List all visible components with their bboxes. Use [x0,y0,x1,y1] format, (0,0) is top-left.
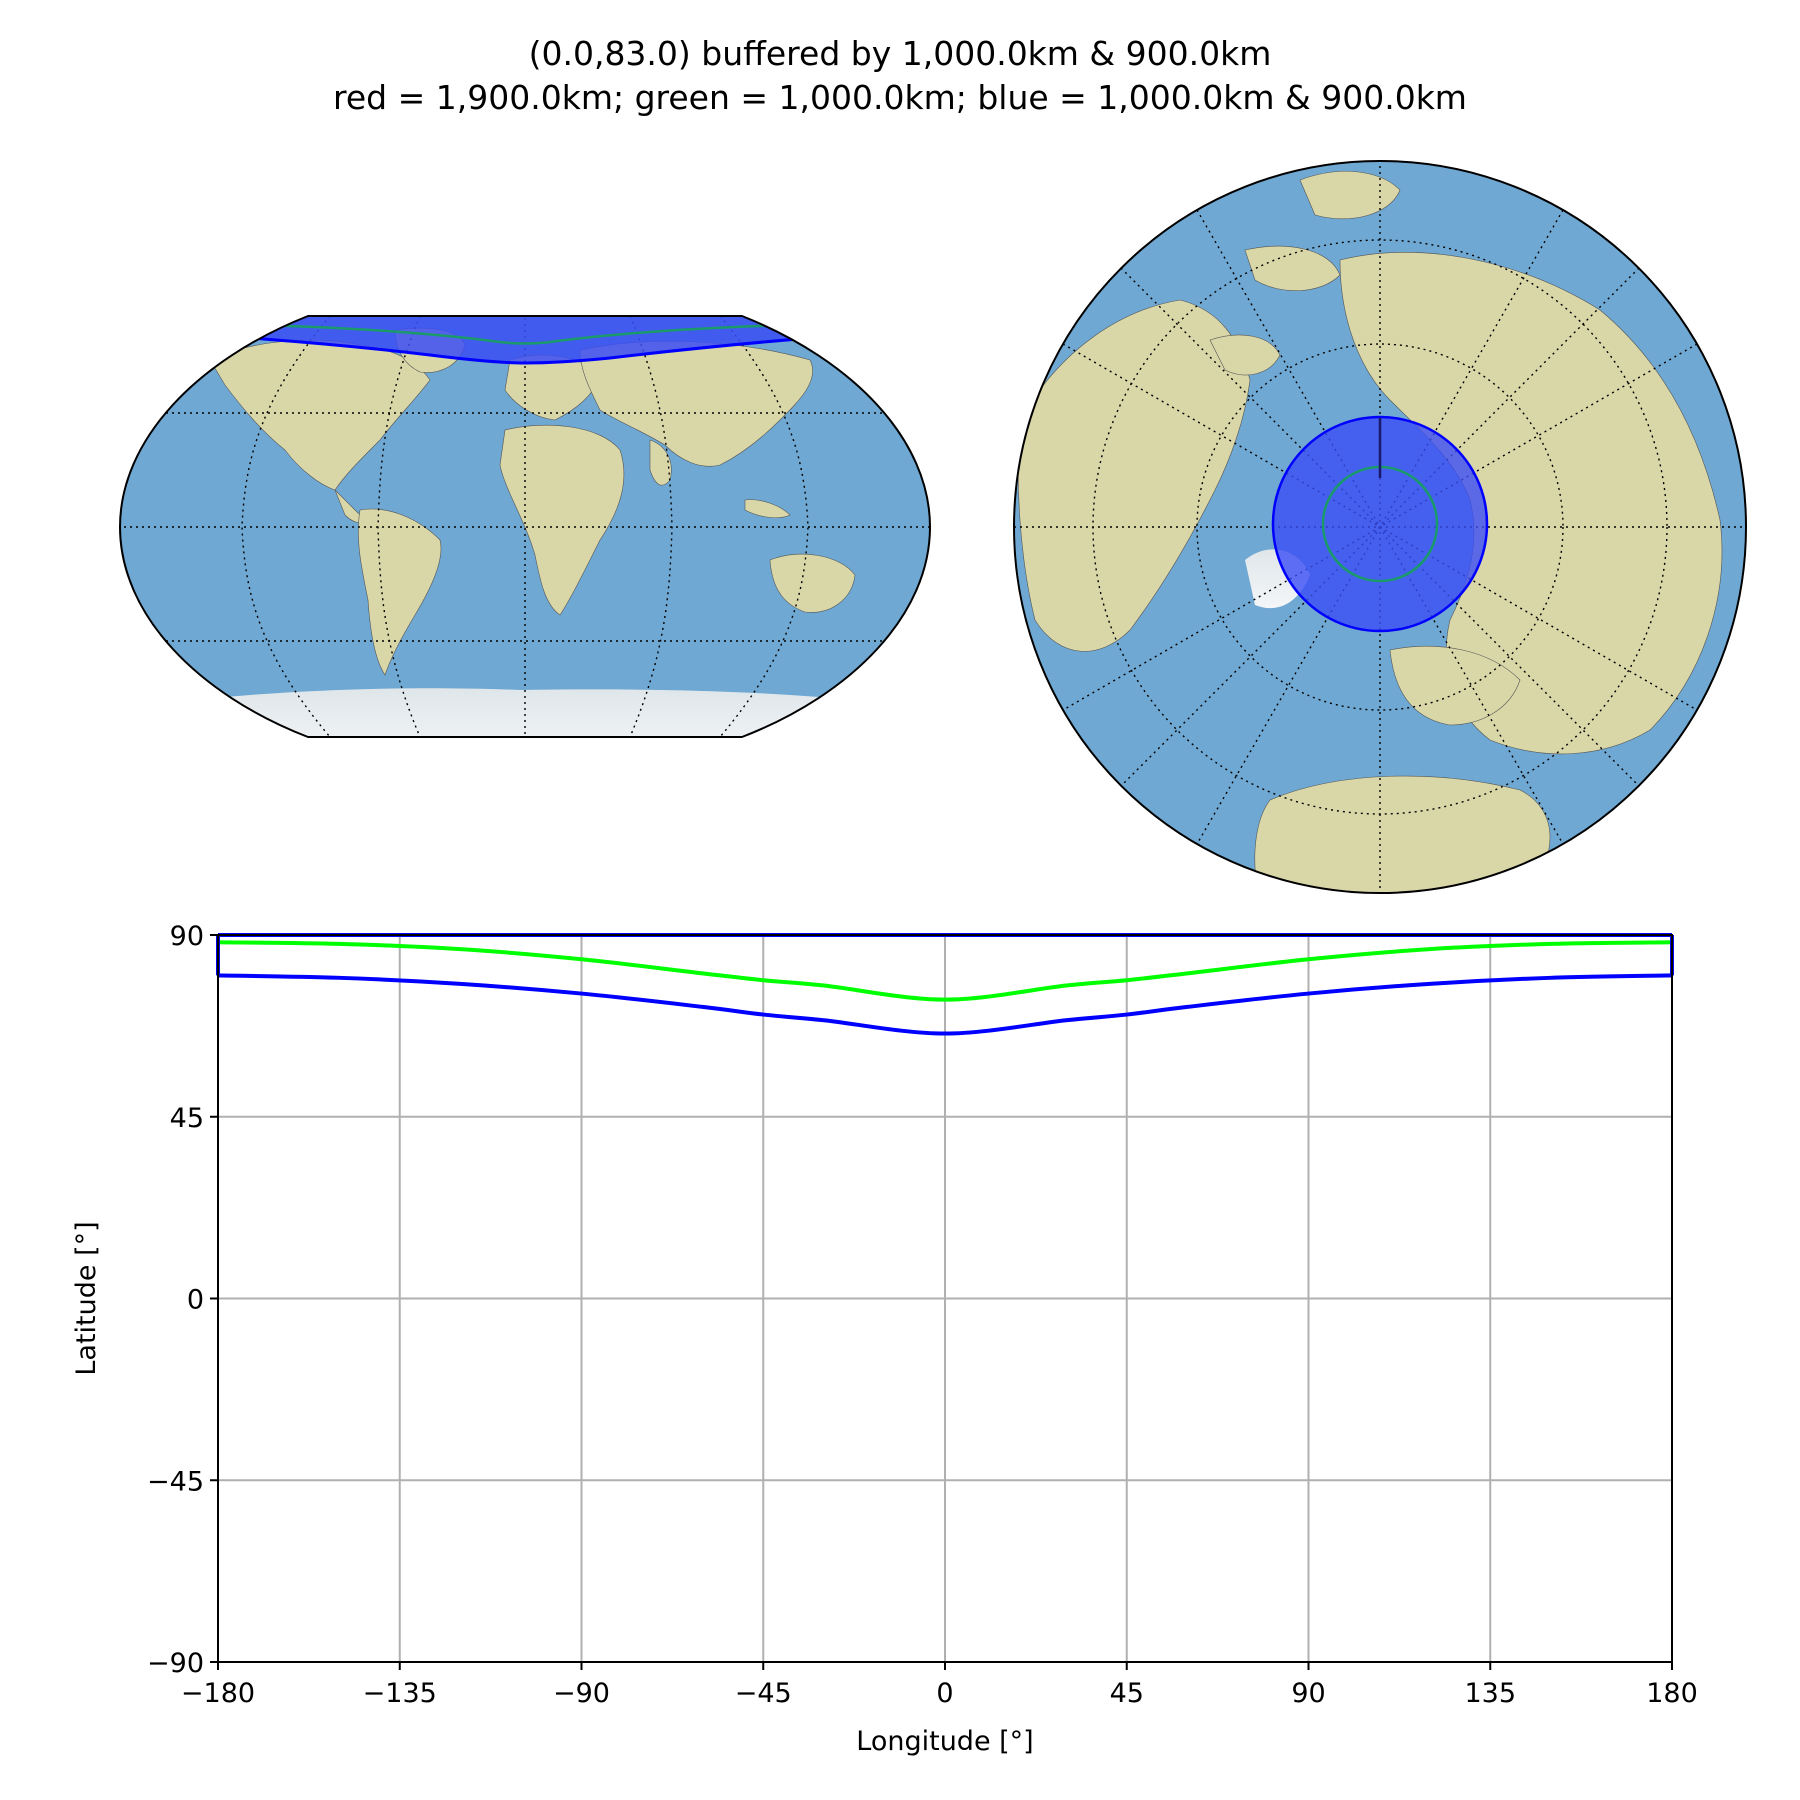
y-axis-label: Latitude [°] [71,1221,102,1375]
x-tick-label: −180 [181,1678,255,1709]
robinson-buffer-region [120,316,930,365]
x-tick-label: −90 [553,1678,610,1709]
robinson-frame [118,315,932,738]
y-tick-label: −90 [147,1648,204,1679]
x-tick-label: 180 [1646,1678,1698,1709]
orthographic-map [1013,160,1747,894]
orthographic-land [1017,171,1723,893]
robinson-green-buffer [259,323,791,345]
y-tick-label: 0 [187,1285,204,1316]
chart-grid [217,934,1673,1663]
x-tick-label: 0 [936,1678,953,1709]
x-tick-label: 45 [1110,1678,1144,1709]
robinson-map [118,315,932,738]
figure-title-line1: (0.0,83.0) buffered by 1,000.0km & 900.0… [528,34,1272,73]
orthographic-buffer-region [1271,415,1489,633]
series-line-0 [217,940,1673,1002]
robinson-antarctica [120,688,930,737]
x-tick-label: 90 [1291,1678,1325,1709]
orthographic-frame [1013,160,1747,894]
figure-title-line2: red = 1,900.0km; green = 1,000.0km; blue… [333,78,1467,117]
y-tick-label: 45 [170,1103,204,1134]
series-line-1 [217,973,1673,1036]
x-tick-label: −135 [363,1678,437,1709]
robinson-graticule [120,316,930,737]
x-tick-label: −45 [735,1678,792,1709]
y-tick-label: 90 [170,921,204,952]
x-axis-label: Longitude [°] [856,1726,1033,1757]
y-tick-label: −45 [147,1466,204,1497]
x-tick-label: 135 [1464,1678,1516,1709]
lat-lon-chart: −180 −135 −90 −45 0 45 90 135 180 90 45 0 −45 −90 Lon… [71,921,1698,1757]
chart-ticks: −180 −135 −90 −45 0 45 90 135 180 90 45 0 −45 −90 [147,921,1698,1709]
